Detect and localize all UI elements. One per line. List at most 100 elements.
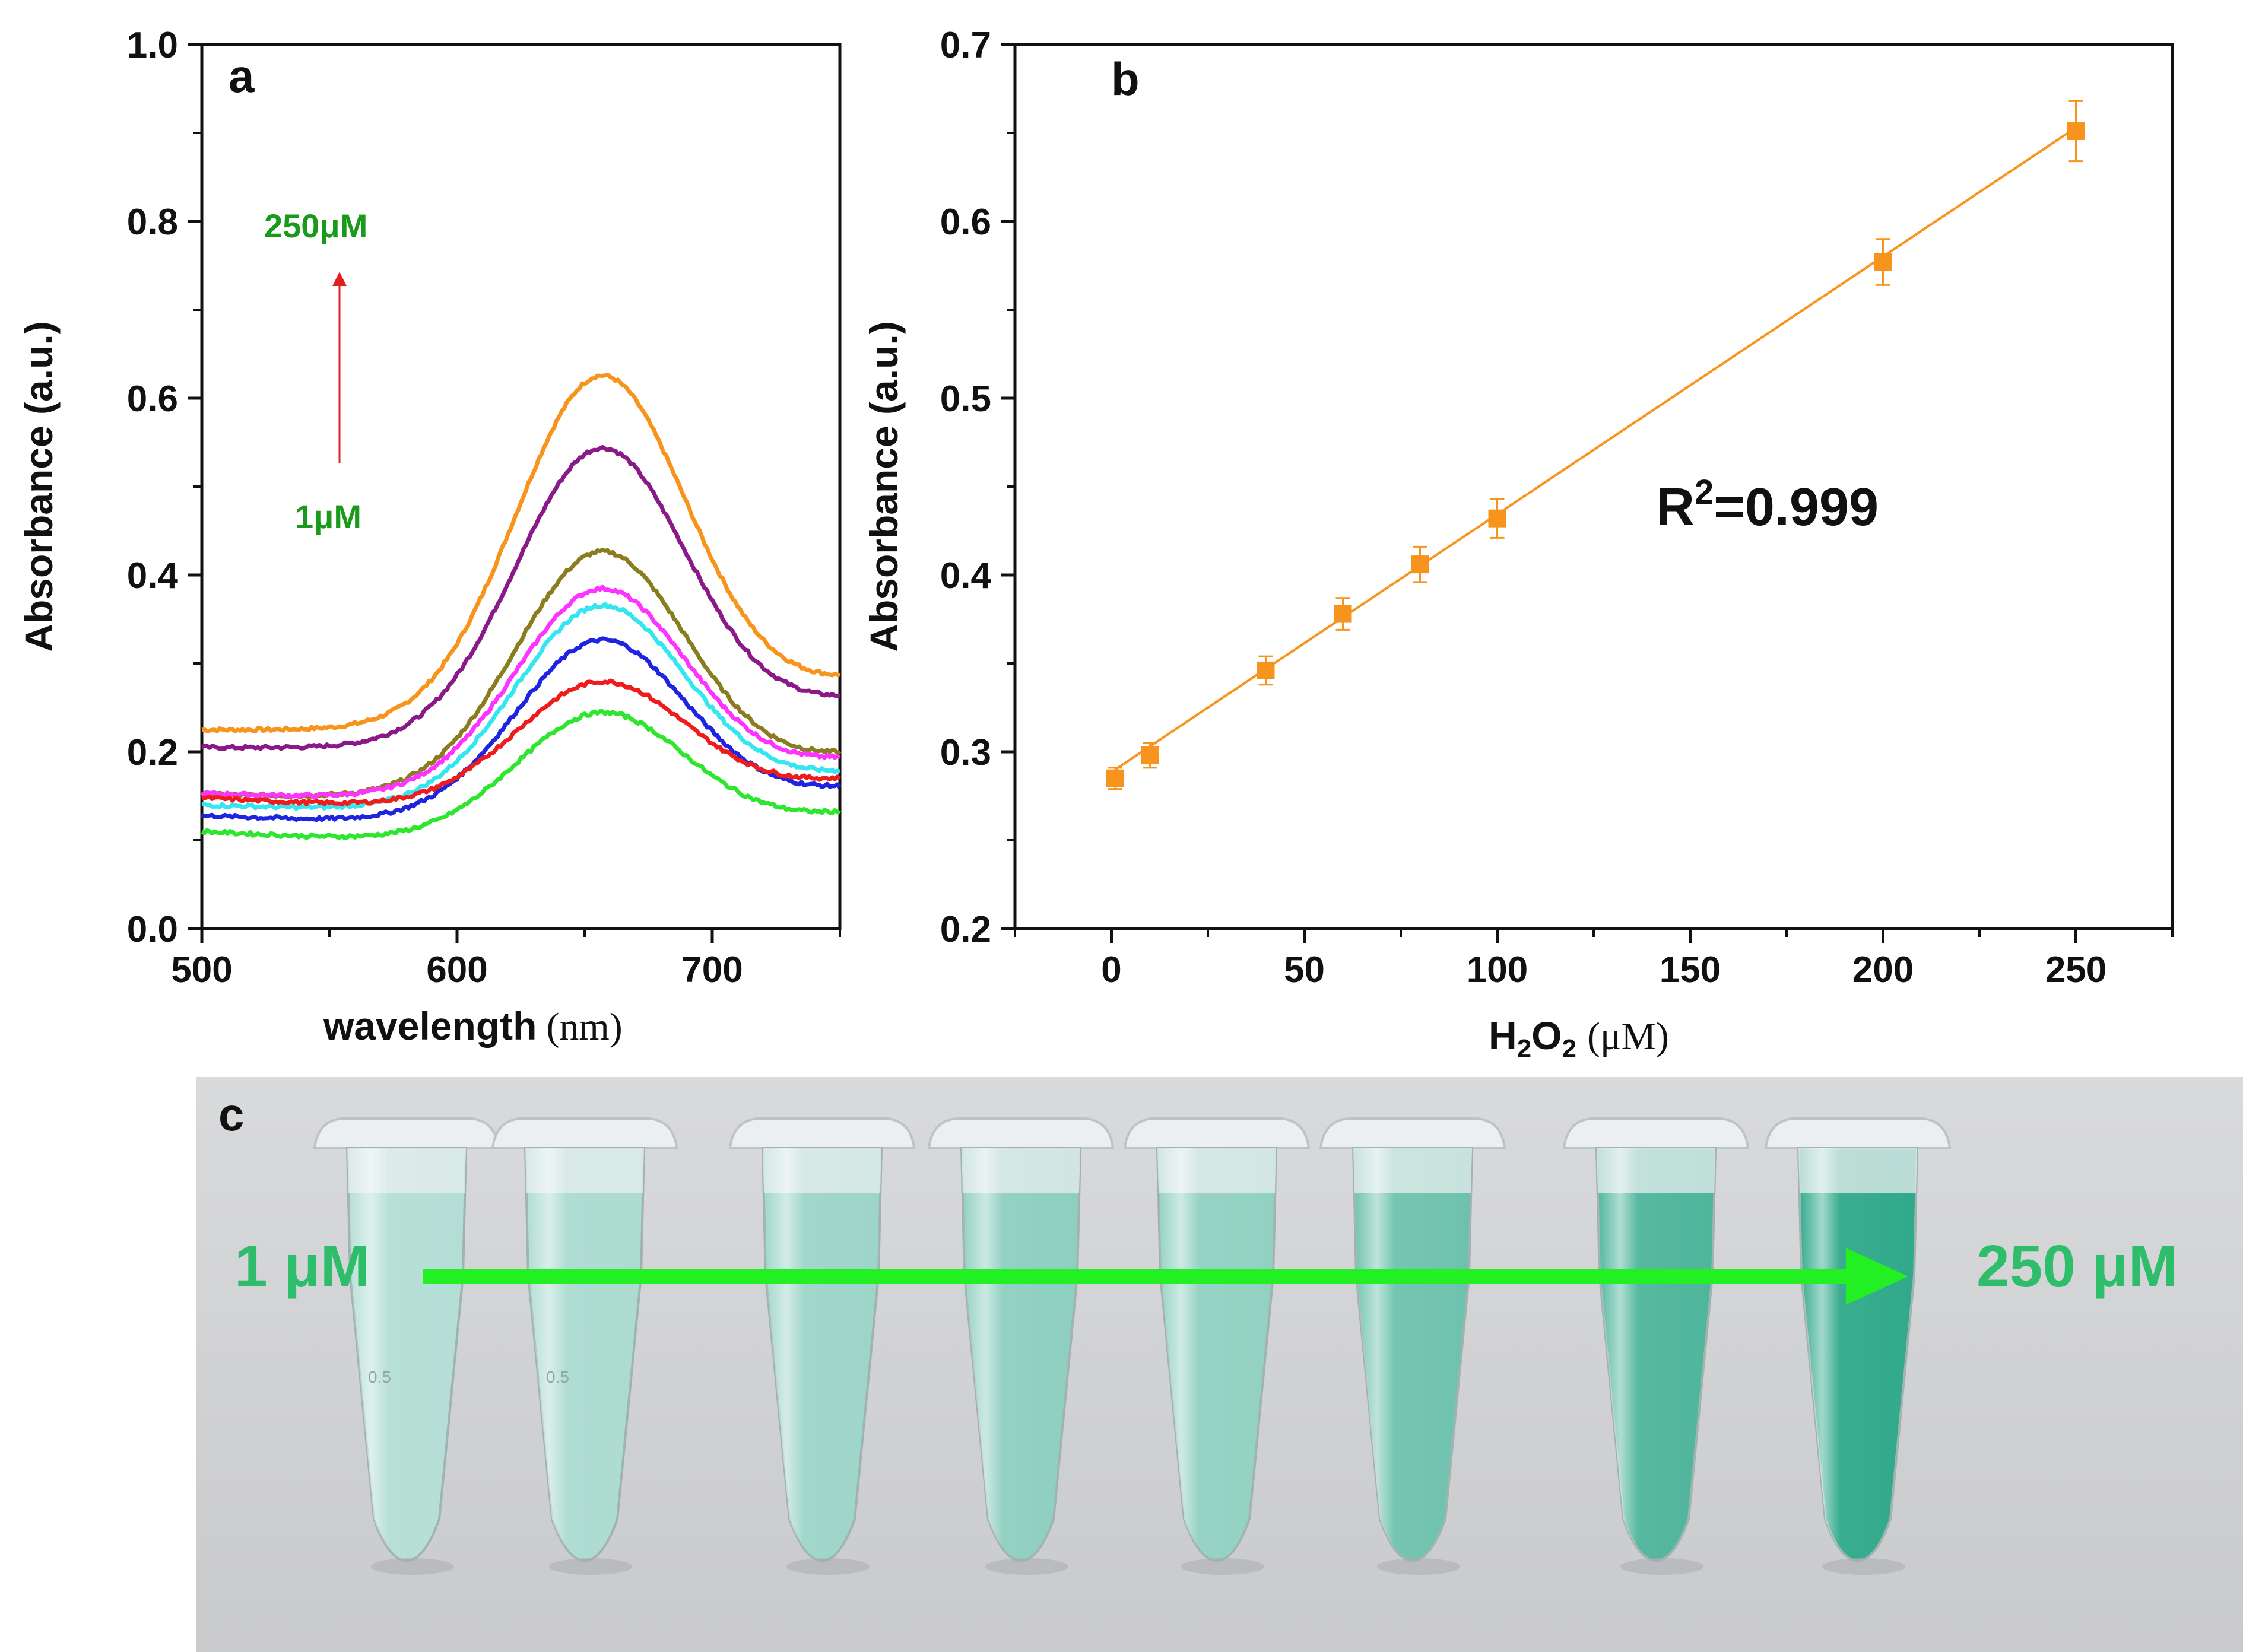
panel-b-y-tick-label: 0.3 bbox=[940, 732, 991, 773]
panel-a-y-tick-label: 1.0 bbox=[127, 25, 178, 66]
panel-b-fit bbox=[1114, 126, 2077, 771]
panel-b-y-tick-label: 0.7 bbox=[940, 25, 991, 66]
panel-a-annotation-top: 250μM bbox=[264, 207, 367, 244]
panel-a-ticks: 500 600 700 0.0 0.2 0.4 0.6 0.8 1.0 bbox=[127, 25, 841, 990]
panel-b-marker bbox=[1334, 605, 1352, 623]
panel-c-tube-cap bbox=[927, 1117, 1115, 1149]
panel-a-x-tick-label: 600 bbox=[426, 949, 487, 990]
panel-c-tube-shine bbox=[347, 1148, 466, 1561]
panel-b-y-tick-label: 0.2 bbox=[940, 909, 991, 950]
panel-c-tubes: 0.5 0.5 bbox=[313, 1117, 1952, 1575]
panel-b-data-point bbox=[1106, 767, 1124, 790]
panel-b-data-point bbox=[1257, 655, 1275, 686]
panel-a-xlabel: wavelength bbox=[323, 1004, 537, 1048]
panel-c-arrow-head bbox=[1846, 1248, 1908, 1305]
panel-c-tube-shine bbox=[763, 1148, 881, 1561]
panel-a-y-tick-label: 0.4 bbox=[127, 555, 179, 596]
panel-a-y-axis-title: Absorbance (a.u.) bbox=[17, 321, 61, 652]
panel-c-tube-shadow bbox=[1822, 1558, 1905, 1575]
panel-c-tube bbox=[927, 1117, 1115, 1575]
panel-c-tube-shine bbox=[1798, 1148, 1917, 1561]
curve-blue bbox=[201, 636, 842, 822]
panel-c-tube-cap bbox=[313, 1117, 500, 1149]
panel-c-photo: 0.5 0.5 c 1 μM 250 μM bbox=[196, 1077, 2243, 1652]
panel-b-x-tick-label: 0 bbox=[1101, 949, 1121, 990]
curve-olive bbox=[200, 548, 842, 799]
curve-purple bbox=[201, 445, 840, 751]
panel-c-tube-shadow bbox=[1377, 1558, 1460, 1575]
panel-b-marker bbox=[2067, 122, 2085, 141]
panel-b-y-tick-label: 0.4 bbox=[940, 555, 992, 596]
panel-c-tube-cap bbox=[491, 1117, 678, 1149]
panel-b-data-point bbox=[1141, 742, 1159, 769]
panel-b-y-axis-title: Absorbance (a.u.) bbox=[862, 321, 906, 652]
curve-magenta bbox=[200, 584, 840, 799]
panel-a-y-tick-label: 0.6 bbox=[127, 379, 178, 420]
curve-red bbox=[201, 678, 842, 807]
panel-a-xlabel-unit: (nm) bbox=[546, 1005, 622, 1049]
panel-c-tube-shadow bbox=[549, 1558, 632, 1575]
panel-a-y-tick-label: 0.8 bbox=[127, 202, 178, 243]
panel-a-x-tick-label: 500 bbox=[171, 949, 232, 990]
panel-b-y-tick-label: 0.5 bbox=[940, 379, 991, 420]
panel-c-tube-cap bbox=[1562, 1117, 1750, 1149]
panel-c-tube bbox=[1764, 1117, 1952, 1575]
panel-c-tube bbox=[728, 1117, 916, 1575]
panel-a-letter: a bbox=[229, 50, 255, 102]
panel-b-marker bbox=[1141, 746, 1159, 764]
panel-c-letter: c bbox=[218, 1088, 244, 1140]
panel-c-label-right: 250 μM bbox=[1976, 1233, 2178, 1300]
panel-c-tube-cap bbox=[1319, 1117, 1506, 1149]
panel-c-tube-cap bbox=[1764, 1117, 1952, 1149]
panel-b-ticks: 0 50 100 150 200 250 0.2 0.3 0.4 0.5 0.6 0.7 bbox=[940, 25, 2174, 990]
panel-b-frame bbox=[1013, 43, 2174, 930]
panel-b-xlabel-o: O bbox=[1531, 1014, 1562, 1057]
panel-c-tube-shine bbox=[1157, 1148, 1276, 1561]
panel-c-tube-marking: 0.5 bbox=[546, 1368, 569, 1386]
panel-b-x-tick-label: 100 bbox=[1467, 949, 1528, 990]
panel-c-tube-cap bbox=[728, 1117, 916, 1149]
panel-b-marker bbox=[1106, 769, 1124, 787]
panel-c-tube-shadow bbox=[371, 1558, 454, 1575]
panel-b-points bbox=[1106, 100, 2085, 790]
panel-a-curves bbox=[200, 372, 842, 840]
panel-c-tube-shadow bbox=[1181, 1558, 1264, 1575]
panel-c-tube: 0.5 bbox=[491, 1117, 678, 1575]
panel-b-marker bbox=[1411, 555, 1429, 574]
panel-b-marker bbox=[1257, 661, 1275, 679]
panel-b-x-tick-label: 50 bbox=[1284, 949, 1325, 990]
curve-orange bbox=[201, 372, 841, 733]
panel-b-fit-line bbox=[1114, 126, 2077, 771]
panel-b-data-point bbox=[1488, 498, 1506, 539]
panel-b-x-tick-label: 250 bbox=[2045, 949, 2106, 990]
panel-b-data-point bbox=[1874, 238, 1892, 286]
panel-b-xlabel-sub1: 2 bbox=[1517, 1034, 1531, 1063]
panel-c-tube: 0.5 bbox=[313, 1117, 500, 1575]
panel-b-data-point bbox=[2067, 100, 2085, 163]
panel-c-tube-shine bbox=[1353, 1148, 1472, 1561]
panel-b-x-tick-label: 150 bbox=[1660, 949, 1721, 990]
panel-b-r2-label: R bbox=[1656, 478, 1695, 537]
panel-b-r2-sup: 2 bbox=[1695, 473, 1714, 512]
panel-b-marker bbox=[1874, 253, 1892, 271]
panel-b-xlabel-unit: (μM) bbox=[1587, 1015, 1669, 1058]
panel-a-x-tick-label: 700 bbox=[681, 949, 743, 990]
panel-b-xlabel-sub2: 2 bbox=[1562, 1034, 1576, 1063]
panel-b-xlabel-h: H bbox=[1489, 1014, 1517, 1057]
panel-b-letter: b bbox=[1111, 53, 1140, 105]
panel-a-y-tick-label: 0.0 bbox=[127, 909, 178, 950]
panel-b-data-point bbox=[1411, 545, 1429, 583]
panel-c-label-left: 1 μM bbox=[234, 1233, 370, 1300]
panel-c-tube-shadow bbox=[985, 1558, 1068, 1575]
panel-a-y-tick-label: 0.2 bbox=[127, 732, 178, 773]
panel-c-tube bbox=[1562, 1117, 1750, 1575]
panel-c-tube-shine bbox=[525, 1148, 644, 1561]
panel-a-annotation-bottom: 1μM bbox=[295, 498, 361, 535]
panel-b-r-squared: R2=0.999 bbox=[1656, 473, 1879, 537]
panel-c-tube bbox=[1123, 1117, 1311, 1575]
panel-a-x-axis-title: wavelength (nm) bbox=[323, 1004, 623, 1049]
panel-c-tube-shine bbox=[1597, 1148, 1715, 1561]
